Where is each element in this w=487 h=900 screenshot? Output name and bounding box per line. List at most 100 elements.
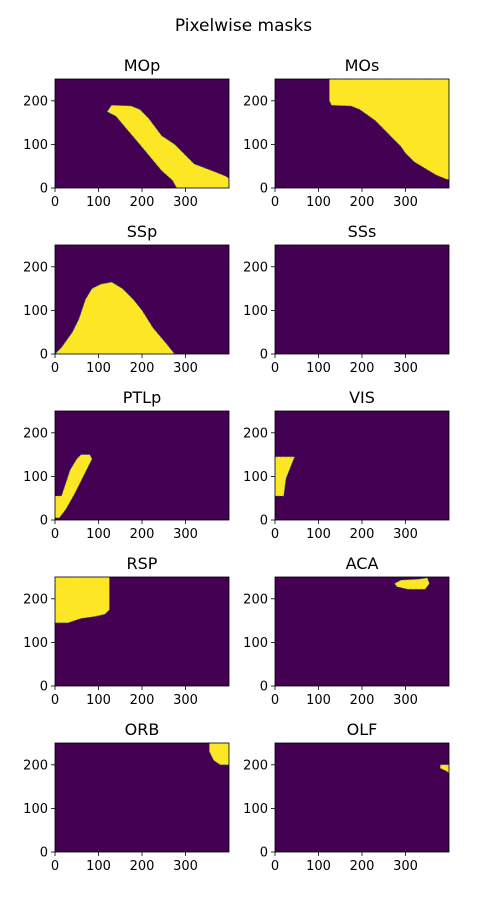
y-tick-label: 100 [23,636,48,651]
x-tick-label: 200 [130,361,155,376]
x-tick-label: 0 [271,859,279,874]
x-tick-label: 300 [393,693,418,708]
panel-title: VIS [349,388,375,407]
x-tick-label: 100 [86,195,111,210]
mask-region [394,577,430,590]
y-tick-label: 0 [260,348,268,363]
mask-background [55,743,229,852]
panel-orb: ORB 0 100 200 300 0 100 200 [23,720,230,874]
x-tick-label: 200 [350,693,375,708]
x-tick-label: 100 [86,361,111,376]
y-tick-label: 200 [243,260,268,275]
x-tick-label: 200 [350,195,375,210]
panel-rsp: RSP 0 100 200 300 0 100 200 [23,554,230,708]
y-tick-label: 100 [23,802,48,817]
x-tick-label: 0 [51,693,59,708]
y-tick-label: 100 [243,802,268,817]
x-tick-label: 300 [393,527,418,542]
x-tick-label: 200 [130,195,155,210]
x-tick-label: 200 [350,361,375,376]
panel-title: OLF [347,720,378,739]
panel-title: SSp [127,222,157,241]
x-tick-label: 0 [271,195,279,210]
x-tick-label: 300 [173,361,198,376]
y-tick-label: 200 [243,758,268,773]
panel-mop: MOp 0 100 200 300 0 100 200 [23,56,230,210]
y-tick-label: 200 [243,94,268,109]
mask-background [275,743,449,852]
x-tick-label: 300 [173,859,198,874]
x-tick-label: 100 [306,693,331,708]
panel-title: MOp [124,56,161,75]
y-tick-label: 100 [243,138,268,153]
panel-mos: MOs 0 100 200 300 0 100 200 [243,56,450,210]
y-tick-label: 100 [243,636,268,651]
figure-suptitle: Pixelwise masks [175,16,312,36]
x-tick-label: 0 [51,195,59,210]
panel-title: SSs [348,222,377,241]
y-tick-label: 200 [243,426,268,441]
y-tick-label: 0 [260,514,268,529]
x-tick-label: 100 [86,527,111,542]
x-tick-label: 300 [393,195,418,210]
y-tick-label: 0 [40,846,48,861]
y-tick-label: 0 [40,680,48,695]
x-tick-label: 200 [350,527,375,542]
y-tick-label: 0 [40,348,48,363]
mask-region [275,456,296,497]
panel-ssp: SSp 0 100 200 300 0 100 200 [23,222,230,376]
panel-title: PTLp [123,388,162,407]
mask-region [55,281,176,354]
y-tick-label: 0 [260,680,268,695]
y-tick-label: 0 [40,514,48,529]
y-tick-label: 200 [23,94,48,109]
panel-vis: VIS 0 100 200 300 0 100 200 [243,388,450,542]
panel-olf: OLF 0 100 200 300 0 100 200 [243,720,450,874]
y-tick-label: 0 [40,182,48,197]
x-tick-label: 200 [130,859,155,874]
x-tick-label: 200 [130,693,155,708]
mask-region [106,104,229,188]
x-tick-label: 100 [306,859,331,874]
panel-sss: SSs 0 100 200 300 0 100 200 [243,222,450,376]
y-tick-label: 100 [23,304,48,319]
x-tick-label: 100 [86,693,111,708]
mask-region [55,577,110,624]
y-tick-label: 100 [23,470,48,485]
x-tick-label: 300 [173,693,198,708]
mask-background [275,245,449,354]
x-tick-label: 0 [51,859,59,874]
x-tick-label: 0 [51,527,59,542]
x-tick-label: 100 [306,195,331,210]
x-tick-label: 300 [173,527,198,542]
x-tick-label: 0 [271,693,279,708]
y-tick-label: 100 [243,470,268,485]
y-tick-label: 100 [23,138,48,153]
y-tick-label: 200 [23,592,48,607]
x-tick-label: 100 [306,527,331,542]
x-tick-label: 100 [306,361,331,376]
mask-background [275,411,449,520]
y-tick-label: 200 [23,260,48,275]
mask-region [439,764,449,775]
panel-title: ORB [125,720,160,739]
y-tick-label: 200 [23,758,48,773]
mask-region [208,743,229,766]
mask-background [275,577,449,686]
mask-region [55,454,93,519]
panel-title: MOs [345,56,380,75]
panel-title: ACA [346,554,379,573]
panel-aca: ACA 0 100 200 300 0 100 200 [243,554,450,708]
panel-title: RSP [127,554,158,573]
x-tick-label: 0 [271,361,279,376]
x-tick-label: 100 [86,859,111,874]
x-tick-label: 300 [393,859,418,874]
x-tick-label: 300 [173,195,198,210]
panel-ptlp: PTLp 0 100 200 300 0 100 200 [23,388,230,542]
y-tick-label: 200 [243,592,268,607]
x-tick-label: 200 [130,527,155,542]
y-tick-label: 100 [243,304,268,319]
y-tick-label: 0 [260,182,268,197]
panels-grid: MOp 0 100 200 300 0 100 200 MOs 0 100 200 300 0 100 200… [23,56,450,874]
